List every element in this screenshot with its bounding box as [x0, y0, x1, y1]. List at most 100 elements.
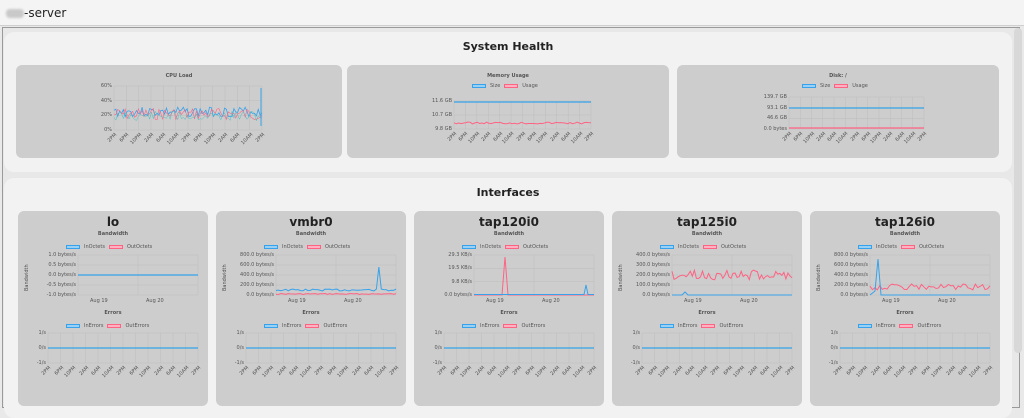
x-tick-label: 2PM	[709, 365, 722, 377]
x-tick-label: 6PM	[449, 365, 461, 377]
legend-outoctets-swatch[interactable]	[108, 245, 123, 249]
legend-outerrors-label: OutErrors	[521, 323, 546, 329]
x-tick-label: 2PM	[982, 365, 995, 377]
x-tick-label: 2PM	[313, 365, 326, 377]
x-tick-label: 6AM	[155, 132, 168, 144]
x-tick-label: 10PM	[128, 132, 143, 146]
legend-outoctets-label: OutOctets	[720, 244, 747, 250]
x-tick-label: 10PM	[63, 365, 78, 379]
x-tick-label: 6PM	[457, 131, 470, 143]
x-tick-label: 6PM	[524, 365, 536, 377]
x-tick-label: 2PM	[515, 131, 527, 143]
legend-inerrors-swatch[interactable]	[858, 324, 872, 328]
system-health-panel: System Health CPU Load 60% 40% 20% 0% 2PM 6PM…	[4, 32, 1012, 172]
legend-outoctets-swatch[interactable]	[702, 245, 717, 249]
y-tick-label: 300.0 bytes/s	[636, 262, 670, 268]
legend-inoctets-swatch[interactable]	[462, 245, 476, 249]
legend-inerrors-swatch[interactable]	[660, 324, 674, 328]
x-date-tick: Aug 20	[740, 298, 758, 304]
legend-inoctets-label: InOctets	[282, 244, 303, 250]
inoctets-series	[275, 266, 397, 292]
x-tick-label: 6PM	[251, 365, 263, 377]
disk-legend: Size Usage	[802, 83, 868, 89]
inoctets-series	[869, 258, 990, 296]
x-date-tick: Aug 19	[486, 298, 504, 304]
errors-legend: InErrors OutErrors	[264, 323, 347, 329]
interface-card-tap126i0: tap126i0 Bandwidth InOctets OutOctets 800.0 …	[810, 211, 1000, 406]
legend-inoctets-swatch[interactable]	[66, 245, 80, 249]
legend-outerrors-swatch[interactable]	[701, 324, 716, 328]
x-tick-label: 10AM	[769, 364, 784, 380]
y-tick-label: 600.0 bytes/s	[834, 262, 868, 268]
bandwidth-legend: InOctets OutOctets	[858, 244, 944, 250]
x-tick-label: 2AM	[143, 132, 156, 144]
legend-outoctets-swatch[interactable]	[504, 245, 519, 249]
y-tick-label: 9.8 KB/s	[451, 278, 472, 285]
legend-usage-label: Usage	[522, 83, 538, 89]
y-tick-label: -1.0 bytes/s	[46, 292, 76, 298]
x-date-tick: Aug 19	[90, 298, 108, 304]
x-date-tick: Aug 20	[938, 298, 956, 304]
x-tick-label: 6PM	[53, 365, 65, 377]
y-tick-label: 0.5 bytes/s	[48, 262, 76, 268]
x-tick-label: 2AM	[944, 365, 957, 377]
y-tick-label: 1/s	[434, 330, 442, 336]
scrollbar[interactable]	[1014, 28, 1022, 353]
legend-inoctets-swatch[interactable]	[858, 245, 872, 249]
legend-inoctets-swatch[interactable]	[264, 245, 278, 249]
y-tick-label: 0.0 bytes/s	[642, 292, 670, 298]
legend-size-swatch[interactable]	[802, 84, 816, 88]
memory-plot	[453, 100, 592, 130]
x-tick-label: 2PM	[238, 365, 251, 377]
legend-inoctets-swatch[interactable]	[660, 245, 674, 249]
legend-inoctets-label: InOctets	[678, 244, 699, 250]
window-title: -server	[24, 5, 67, 20]
x-tick-label: 10PM	[261, 365, 276, 379]
legend-outoctets-label: OutOctets	[918, 244, 945, 250]
y-tick-label: 1/s	[632, 330, 640, 336]
bandwidth-label: Bandwidth	[295, 231, 327, 237]
legend-inerrors-label: InErrors	[678, 323, 698, 329]
interface-name: tap125i0	[677, 215, 737, 229]
legend-size-label: Size	[820, 83, 831, 89]
legend-outerrors-swatch[interactable]	[899, 324, 914, 328]
x-tick-label: 2AM	[671, 365, 684, 377]
errors-legend: InErrors OutErrors	[858, 323, 941, 329]
x-tick-label: 6AM	[684, 365, 697, 377]
legend-outoctets-swatch[interactable]	[306, 245, 321, 249]
legend-usage-swatch[interactable]	[504, 84, 519, 88]
legend-inerrors-swatch[interactable]	[264, 324, 278, 328]
legend-usage-swatch[interactable]	[834, 84, 849, 88]
x-tick-label: 2PM	[916, 131, 929, 143]
legend-outoctets-label: OutOctets	[126, 244, 153, 250]
legend-outerrors-swatch[interactable]	[305, 324, 320, 328]
x-tick-label: 2PM	[849, 131, 861, 143]
y-tick-label: 11.6 GB	[431, 98, 452, 104]
x-tick-label: 10AM	[373, 364, 388, 380]
window-titlebar: -server	[0, 0, 1024, 26]
legend-outoctets-swatch[interactable]	[900, 245, 915, 249]
memory-usage-title: Memory Usage	[487, 73, 529, 79]
legend-outerrors-swatch[interactable]	[503, 324, 518, 328]
x-date-tick: Aug 20	[146, 298, 164, 304]
legend-inerrors-swatch[interactable]	[462, 324, 476, 328]
x-tick-label: 10PM	[732, 365, 747, 379]
legend-outerrors-swatch[interactable]	[107, 324, 122, 328]
x-tick-label: 6AM	[893, 131, 906, 143]
bandwidth-plot	[77, 254, 199, 296]
y-tick-label: 400.0 bytes/s	[636, 252, 670, 258]
x-tick-label: 10PM	[930, 365, 945, 379]
x-tick-label: 10PM	[336, 365, 351, 379]
errors-legend: InErrors OutErrors	[66, 323, 149, 329]
x-tick-label: 6AM	[491, 131, 504, 143]
x-tick-label: 10AM	[239, 131, 254, 147]
legend-inerrors-swatch[interactable]	[66, 324, 80, 328]
cpu-plot	[113, 85, 263, 131]
y-tick-label: 0%	[104, 127, 112, 133]
x-tick-label: 6AM	[759, 365, 772, 377]
x-tick-label: 2PM	[436, 365, 449, 377]
legend-size-label: Size	[490, 83, 501, 89]
legend-size-swatch[interactable]	[472, 84, 486, 88]
x-tick-label: 2PM	[115, 365, 128, 377]
y-tick-label: 0/s	[236, 345, 244, 351]
